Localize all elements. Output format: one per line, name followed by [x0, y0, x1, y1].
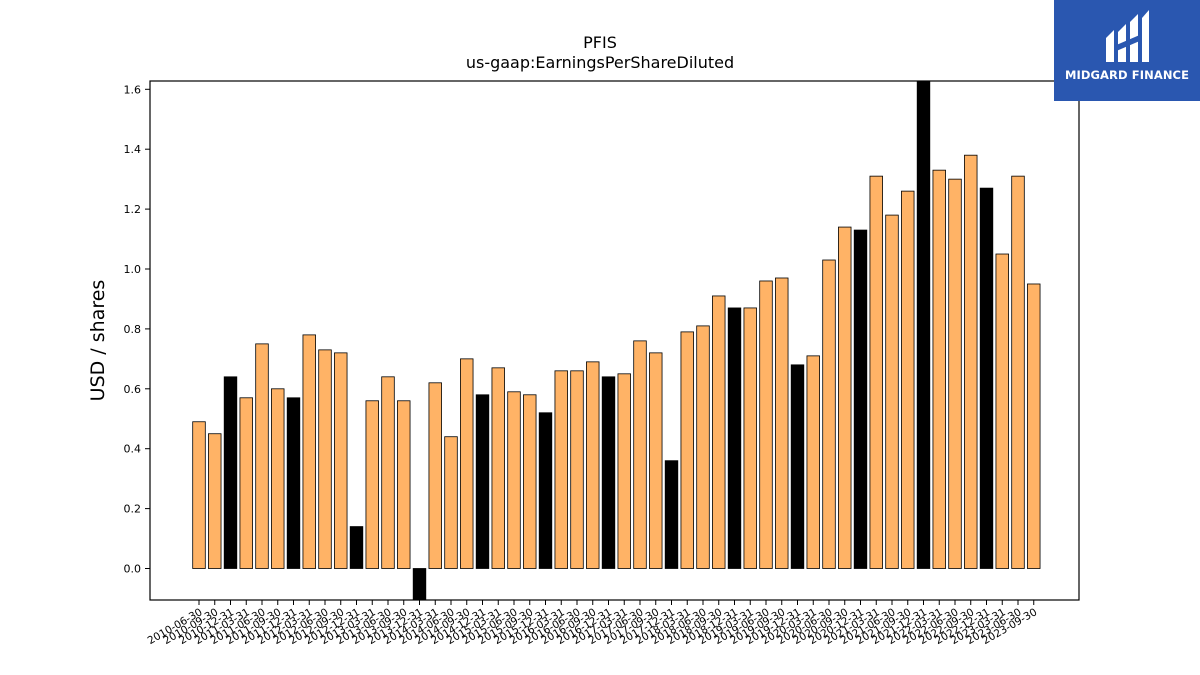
bar: [633, 340, 647, 569]
bar: [995, 253, 1009, 569]
bar: [853, 229, 868, 569]
bar: [397, 400, 411, 569]
y-axis-label: USD / shares: [87, 280, 109, 402]
midgard-finance-logo: MIDGARD FINANCE: [1054, 0, 1200, 101]
bar: [334, 352, 348, 569]
bar: [759, 280, 773, 569]
bar: [208, 433, 222, 569]
bar: [271, 388, 285, 569]
bar: [255, 343, 269, 569]
bar: [601, 376, 616, 569]
bar: [743, 307, 757, 569]
bar: [617, 373, 631, 569]
bar: [790, 364, 805, 569]
bar: [223, 376, 238, 569]
bar: [806, 355, 820, 569]
bar: [475, 394, 490, 569]
bar: [349, 526, 364, 569]
chart-subtitle: us-gaap:EarningsPerShareDiluted: [465, 53, 735, 72]
y-tick-label: 1.2: [124, 203, 142, 216]
y-tick-label: 0.6: [124, 383, 142, 396]
bar: [1011, 175, 1025, 569]
y-tick-label: 1.4: [124, 143, 142, 156]
bar: [979, 187, 994, 569]
bar: [491, 367, 505, 569]
bar: [412, 568, 427, 601]
bar: [428, 382, 442, 569]
bar: [444, 436, 458, 569]
bar: [286, 397, 301, 569]
bar: [775, 277, 789, 569]
bar: [365, 400, 379, 569]
bar: [554, 370, 568, 569]
chart-title: PFIS: [583, 33, 617, 52]
bar: [507, 391, 521, 569]
bar: [901, 190, 915, 569]
logo-text: MIDGARD FINANCE: [1064, 68, 1190, 82]
bar: [192, 421, 206, 569]
bar: [869, 175, 883, 569]
bar: [570, 370, 584, 569]
bar: [586, 361, 600, 569]
bar: [538, 412, 553, 569]
bar: [964, 154, 978, 569]
bar: [664, 460, 679, 569]
bar: [523, 394, 537, 569]
bar: [1027, 283, 1041, 569]
y-tick-label: 0.8: [124, 323, 142, 336]
bar: [948, 178, 962, 569]
bar: [822, 259, 836, 569]
bar: [838, 226, 852, 569]
bar: [696, 325, 710, 569]
bar: [712, 295, 726, 569]
bar: [239, 397, 253, 569]
bar: [649, 352, 663, 569]
bar: [727, 307, 742, 569]
bar: [885, 214, 899, 569]
bar: [460, 358, 474, 569]
bar: [680, 331, 694, 569]
midgard-logo-icon: [1106, 10, 1149, 62]
y-tick-label: 1.6: [124, 83, 142, 96]
bar: [932, 169, 946, 569]
y-tick-label: 0.2: [124, 503, 142, 516]
y-tick-label: 1.0: [124, 263, 142, 276]
bar: [916, 80, 931, 569]
bar: [302, 334, 316, 569]
bar: [381, 376, 395, 569]
y-tick-label: 0.4: [124, 443, 142, 456]
y-tick-label: 0.0: [124, 563, 142, 576]
plot-frame: [149, 80, 1080, 601]
bar: [318, 349, 332, 569]
